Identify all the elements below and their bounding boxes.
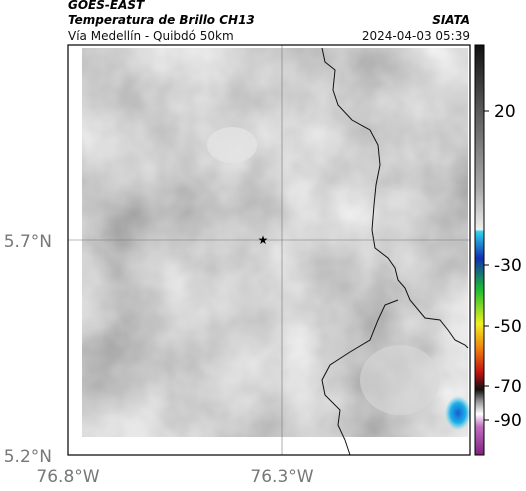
boundary (321, 47, 469, 349)
colorbar-label: 20 (494, 102, 516, 122)
y-label: 5.2°N (4, 447, 52, 467)
satellite: GOES-EAST (68, 0, 145, 12)
datetime: 2024-04-03 05:39 (362, 29, 470, 43)
y-label: 5.7°N (4, 232, 52, 252)
source: SIATA (432, 13, 470, 27)
colorbar-label: -70 (494, 377, 522, 397)
x-label: 76.8°W (36, 467, 99, 487)
bright-cloud (360, 345, 440, 415)
colorbar-label: -90 (494, 411, 522, 431)
boundary (321, 299, 399, 456)
bright-cloud (207, 127, 257, 163)
x-label: 76.3°W (250, 467, 313, 487)
map-frame (67, 44, 471, 456)
product: Temperatura de Brillo CH13 (68, 13, 255, 27)
colorbar (474, 44, 485, 456)
colorbar-label: -50 (494, 317, 522, 337)
cold-cloud (445, 396, 471, 430)
colorbar-ticks (484, 110, 489, 421)
location-marker: ★ (258, 233, 269, 247)
region: Vía Medellín - Quibdó 50km (68, 29, 234, 43)
colorbar-label: -30 (494, 256, 522, 276)
